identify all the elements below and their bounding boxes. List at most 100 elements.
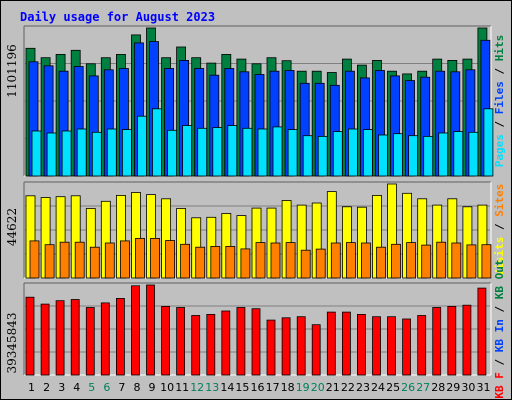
bar-kb-f-day-15	[236, 307, 246, 376]
bar-pages-day-13	[212, 127, 223, 177]
bar-kb-f-day-11	[176, 307, 186, 376]
bar-pages-day-8	[137, 115, 147, 177]
bar-sites-day-13	[210, 245, 221, 279]
chart-title: Daily usage for August 2023	[20, 10, 215, 24]
bar-kb-f-day-3	[55, 300, 65, 376]
bar-pages-day-3	[61, 130, 72, 177]
bar-kb-f-day-26	[402, 318, 412, 376]
bar-pages-day-17	[272, 126, 283, 177]
bar-kb-f-day-9	[146, 284, 155, 376]
bar-sites-day-7	[120, 240, 130, 279]
bar-sites-day-20	[315, 248, 326, 279]
bar-sites-day-15	[240, 248, 251, 279]
bar-pages-day-22	[347, 128, 358, 177]
bar-pages-day-18	[287, 129, 298, 177]
bar-kb-f-day-4	[70, 299, 80, 376]
x-tick-label-day-14: 14	[220, 381, 234, 394]
bar-sites-day-5	[89, 246, 100, 279]
bar-kb-f-day-5	[85, 307, 95, 376]
bar-sites-day-30	[466, 244, 477, 279]
bar-kb-f-day-7	[116, 297, 125, 376]
bar-kb-f-day-16	[251, 308, 261, 376]
bar-sites-day-12	[195, 246, 206, 279]
bar-pages-day-19	[302, 135, 313, 177]
bar-kb-f-day-19	[296, 316, 306, 376]
bar-sites-day-28	[436, 241, 447, 279]
x-tick-label-day-13: 13	[205, 381, 219, 394]
bar-kb-f-day-17	[266, 319, 276, 376]
bar-pages-day-6	[106, 128, 117, 177]
label-separator: /	[493, 352, 506, 372]
bar-pages-day-29	[453, 131, 464, 177]
bar-pages-day-4	[76, 128, 87, 177]
bar-sites-day-22	[345, 242, 356, 279]
bar-kb-f-day-12	[191, 315, 201, 376]
label-separator: /	[493, 299, 506, 319]
x-tick-label-day-17: 17	[266, 381, 280, 394]
bar-kb-f-day-21	[326, 311, 336, 376]
bar-sites-day-31	[481, 244, 492, 279]
x-tick-label-day-10: 10	[160, 381, 174, 394]
bar-pages-day-9	[152, 108, 162, 177]
x-tick-label-day-6: 6	[103, 381, 110, 394]
bar-pages-day-14	[227, 125, 238, 177]
bar-pages-day-10	[167, 129, 178, 177]
x-tick-label-day-8: 8	[134, 381, 141, 394]
bar-sites-day-6	[104, 242, 115, 279]
bar-sites-day-11	[180, 243, 191, 279]
bar-sites-day-16	[255, 242, 266, 279]
bar-kb-f-day-6	[100, 302, 110, 376]
bar-pages-day-12	[197, 127, 208, 177]
bar-sites-day-10	[165, 240, 176, 279]
x-tick-label-day-2: 2	[43, 381, 50, 394]
x-tick-label-day-25: 25	[386, 381, 400, 394]
x-tick-label-day-16: 16	[251, 381, 265, 394]
y-max-label: 39345843	[5, 312, 19, 373]
bar-pages-day-16	[257, 128, 268, 177]
x-tick-label-day-30: 30	[461, 381, 475, 394]
panel-hits-files-pages: 1101196 Pages / Files / Hits	[5, 25, 506, 177]
x-tick-label-day-18: 18	[281, 381, 295, 394]
y-max-label: 1101196	[5, 44, 19, 97]
panel-visits-sites: 44622 Visits / Sites	[5, 181, 506, 279]
series-label-kb-out: KB Out	[493, 259, 506, 299]
bar-sites-day-21	[330, 242, 341, 279]
bar-pages-day-28	[438, 132, 449, 177]
bar-pages-day-26	[408, 135, 419, 177]
x-tick-label-day-21: 21	[326, 381, 340, 394]
bar-kb-f-day-20	[311, 324, 321, 376]
x-tick-label-day-23: 23	[356, 381, 370, 394]
x-tick-label-day-3: 3	[58, 381, 65, 394]
bar-kb-f-day-31	[477, 287, 487, 376]
bar-kb-f-day-27	[417, 315, 427, 376]
bar-sites-day-26	[406, 242, 417, 279]
bar-kb-f-day-30	[462, 304, 472, 376]
x-tick-label-day-31: 31	[477, 381, 491, 394]
x-tick-label-day-26: 26	[401, 381, 415, 394]
right-series-labels: Pages / Files / Hits	[493, 35, 506, 168]
x-tick-label-day-1: 1	[28, 381, 35, 394]
bar-pages-day-31	[483, 108, 494, 177]
series-label-hits: Hits	[493, 35, 506, 62]
bar-pages-day-24	[378, 134, 388, 177]
label-separator: /	[493, 114, 506, 134]
bar-sites-day-27	[421, 244, 432, 279]
bar-sites-day-1	[29, 240, 40, 279]
series-label-sites: Sites	[493, 184, 506, 217]
bar-kb-f-day-25	[387, 316, 396, 376]
y-max-label: 44622	[5, 208, 19, 246]
bar-kb-f-day-1	[25, 296, 35, 376]
right-series-labels: Visits / Sites	[493, 184, 506, 277]
bar-pages-day-2	[46, 132, 57, 177]
bar-pages-day-1	[31, 130, 42, 177]
bar-kb-f-day-23	[356, 313, 366, 376]
label-separator: /	[493, 61, 506, 81]
bar-kb-f-day-2	[40, 303, 50, 376]
bar-sites-day-24	[376, 246, 386, 279]
bar-pages-day-27	[423, 135, 434, 177]
panel-kbytes: 39345843 KB F / KB In / KB Out	[5, 259, 506, 398]
bar-sites-day-17	[270, 242, 281, 279]
bar-sites-day-8	[135, 237, 145, 279]
